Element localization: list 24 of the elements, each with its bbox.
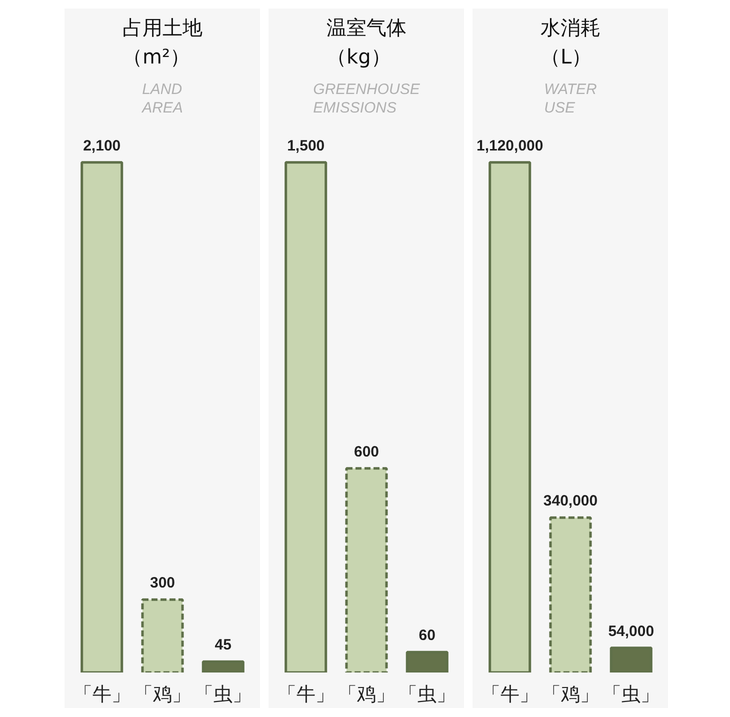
x-tick-label: 「牛」: [277, 684, 334, 706]
x-tick-label: 「鸡」: [338, 684, 395, 706]
chart-subtitle: WATER USE: [544, 80, 598, 116]
data-label: 54,000: [608, 622, 654, 640]
x-tick-label: 「牛」: [481, 684, 538, 706]
data-label: 2,100: [83, 137, 121, 154]
data-label: 1,120,000: [476, 137, 544, 154]
chart-subtitle: GREENHOUSE EMISSIONS: [313, 80, 421, 116]
data-label: 60: [418, 627, 436, 644]
x-tick-label: 「牛」: [73, 684, 130, 706]
chart-title: 水消耗（L）: [540, 16, 600, 68]
data-label: 45: [214, 636, 232, 654]
data-label: 600: [354, 443, 380, 460]
x-tick-label: 「鸡」: [542, 684, 599, 706]
data-label: 340,000: [543, 492, 598, 510]
x-tick-label: 「虫」: [602, 684, 660, 706]
chart-subtitle: LAND AREA: [141, 80, 183, 116]
data-label: 300: [150, 574, 176, 592]
x-tick-label: 「虫」: [398, 684, 456, 706]
chart-title: 温室气体（kg）: [326, 16, 406, 68]
data-label: 1,500: [287, 137, 325, 154]
chart-title: 占用土地（m²）: [122, 16, 202, 68]
x-tick-label: 「虫」: [194, 684, 252, 706]
x-tick-label: 「鸡」: [134, 684, 191, 706]
